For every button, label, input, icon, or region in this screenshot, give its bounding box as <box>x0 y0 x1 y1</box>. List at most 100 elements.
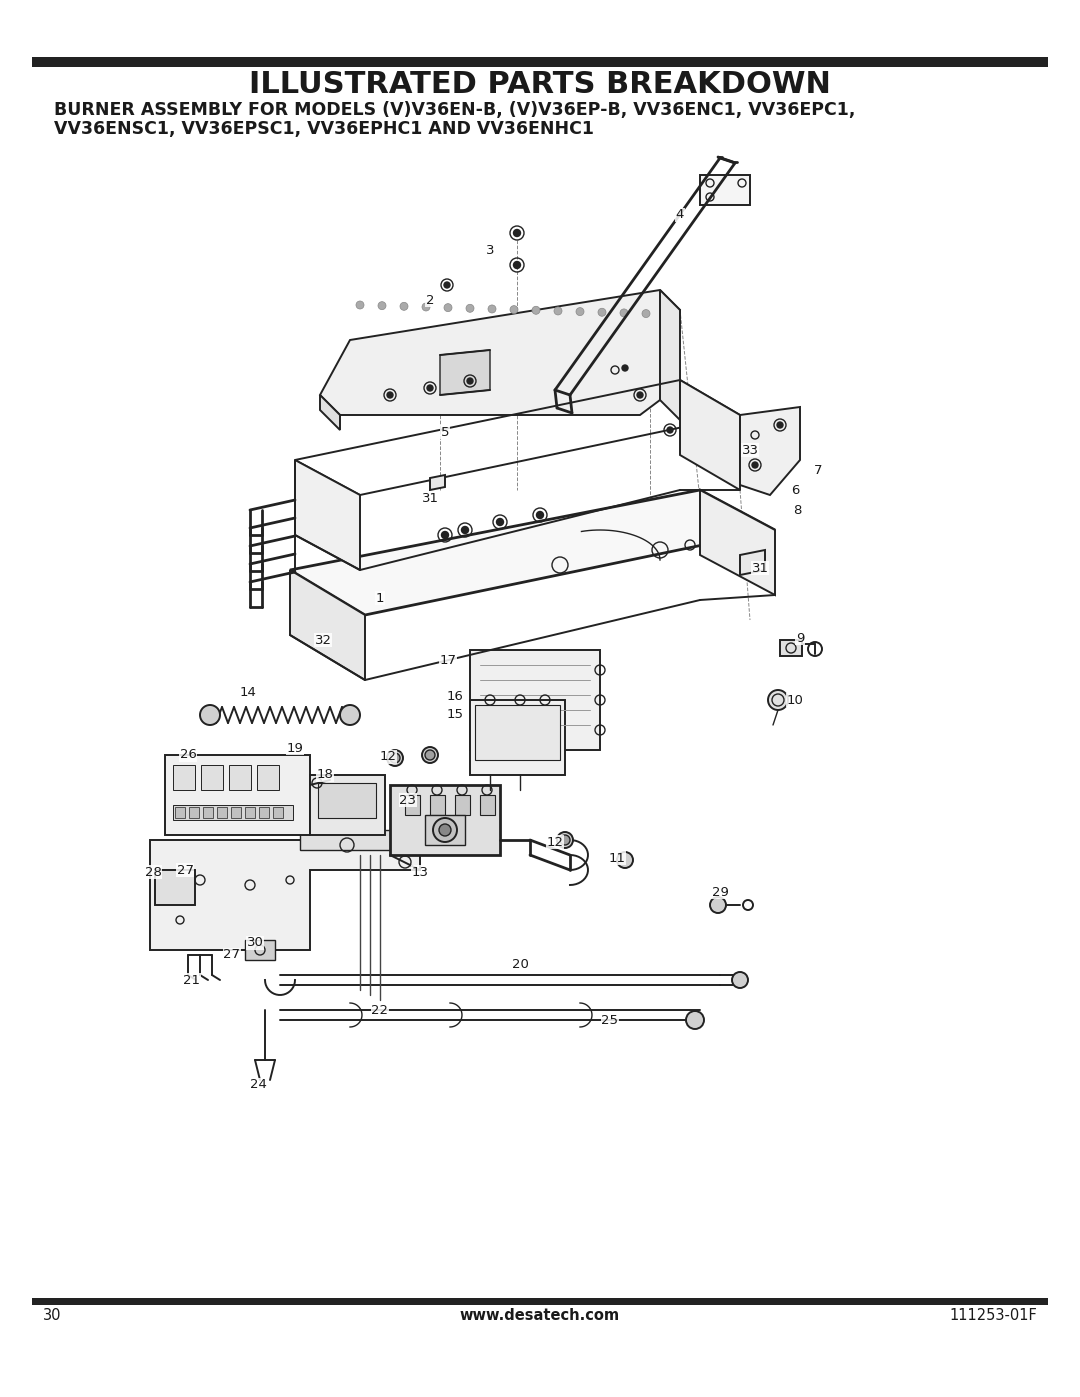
Polygon shape <box>740 550 765 576</box>
Text: 9: 9 <box>796 631 805 644</box>
Text: 3: 3 <box>486 243 495 257</box>
Circle shape <box>442 531 448 538</box>
Circle shape <box>561 835 570 845</box>
Circle shape <box>488 305 496 313</box>
Bar <box>203 807 213 819</box>
Text: 31: 31 <box>752 562 769 574</box>
Polygon shape <box>440 351 490 395</box>
Circle shape <box>378 302 386 310</box>
Bar <box>475 705 561 760</box>
Text: 27: 27 <box>224 949 241 961</box>
Circle shape <box>427 386 433 391</box>
Bar <box>318 782 376 819</box>
Circle shape <box>576 307 584 316</box>
Text: 1: 1 <box>376 591 384 605</box>
Bar <box>165 754 310 835</box>
Circle shape <box>467 379 473 384</box>
Polygon shape <box>320 395 340 430</box>
Text: 7: 7 <box>813 464 822 476</box>
Circle shape <box>465 305 474 313</box>
Text: 15: 15 <box>446 708 463 721</box>
Circle shape <box>710 897 726 914</box>
Text: 21: 21 <box>184 974 201 986</box>
Bar <box>32 1298 1048 1305</box>
Bar <box>310 775 384 835</box>
Text: 19: 19 <box>286 742 303 754</box>
Polygon shape <box>291 490 775 615</box>
Bar <box>32 57 1048 67</box>
Text: 14: 14 <box>240 686 256 700</box>
Circle shape <box>426 750 435 760</box>
Polygon shape <box>780 640 802 657</box>
Bar <box>430 795 445 814</box>
Circle shape <box>444 282 450 288</box>
Circle shape <box>554 307 562 314</box>
Bar <box>273 807 283 819</box>
Circle shape <box>390 753 400 763</box>
Circle shape <box>637 393 643 398</box>
Circle shape <box>513 229 521 236</box>
Circle shape <box>598 309 606 316</box>
Text: VV36ENSC1, VV36EPSC1, VV36EPHC1 AND VV36ENHC1: VV36ENSC1, VV36EPSC1, VV36EPHC1 AND VV36… <box>54 120 594 137</box>
Polygon shape <box>291 570 365 680</box>
Bar <box>257 766 279 789</box>
Bar <box>455 795 470 814</box>
Circle shape <box>777 422 783 427</box>
Text: 23: 23 <box>400 793 417 806</box>
Text: 24: 24 <box>249 1078 267 1091</box>
Circle shape <box>513 261 521 268</box>
Text: 2: 2 <box>426 293 434 306</box>
Text: 4: 4 <box>676 208 685 222</box>
Bar <box>201 766 222 789</box>
Polygon shape <box>700 490 775 595</box>
Text: 111253-01F: 111253-01F <box>949 1309 1037 1323</box>
Circle shape <box>387 750 403 766</box>
Circle shape <box>557 833 573 848</box>
Text: 16: 16 <box>446 690 463 703</box>
Bar <box>245 807 255 819</box>
Circle shape <box>200 705 220 725</box>
Circle shape <box>510 306 518 313</box>
Circle shape <box>438 824 451 835</box>
Bar <box>156 870 195 905</box>
Text: 11: 11 <box>608 852 625 865</box>
Text: 17: 17 <box>440 654 457 666</box>
Bar <box>175 807 185 819</box>
Circle shape <box>433 819 457 842</box>
Text: 6: 6 <box>791 483 799 496</box>
Text: 20: 20 <box>512 958 528 971</box>
Bar <box>259 807 269 819</box>
Circle shape <box>622 365 627 372</box>
Bar <box>189 807 199 819</box>
Polygon shape <box>680 380 740 490</box>
Text: www.desatech.com: www.desatech.com <box>460 1309 620 1323</box>
Circle shape <box>461 527 469 534</box>
Text: 8: 8 <box>793 503 801 517</box>
Polygon shape <box>320 291 680 415</box>
Polygon shape <box>430 475 445 490</box>
Circle shape <box>617 852 633 868</box>
Bar <box>217 807 227 819</box>
Text: 12: 12 <box>546 835 564 848</box>
Circle shape <box>667 427 673 433</box>
Text: 29: 29 <box>712 886 728 898</box>
Text: 30: 30 <box>246 936 264 950</box>
Circle shape <box>444 303 453 312</box>
Bar <box>173 766 195 789</box>
Text: ILLUSTRATED PARTS BREAKDOWN: ILLUSTRATED PARTS BREAKDOWN <box>249 70 831 99</box>
Text: 18: 18 <box>316 768 334 781</box>
Circle shape <box>340 705 360 725</box>
Text: 12: 12 <box>379 750 396 764</box>
Text: 25: 25 <box>602 1013 619 1027</box>
Bar <box>470 700 565 775</box>
Text: 13: 13 <box>411 866 429 879</box>
Text: 32: 32 <box>314 633 332 647</box>
Bar <box>245 940 275 960</box>
Bar <box>405 795 420 814</box>
Circle shape <box>620 309 627 317</box>
Text: 30: 30 <box>43 1309 62 1323</box>
Polygon shape <box>740 407 800 495</box>
Circle shape <box>686 1011 704 1030</box>
Bar <box>480 795 495 814</box>
Circle shape <box>422 303 430 312</box>
